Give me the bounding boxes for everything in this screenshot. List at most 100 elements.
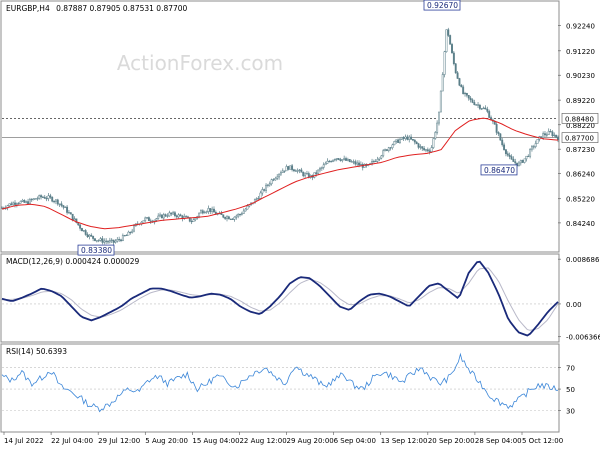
candle-body <box>480 108 483 110</box>
candle-body <box>172 212 175 215</box>
candle-body <box>432 138 435 148</box>
candle-body <box>425 149 427 151</box>
candle-body <box>408 136 411 140</box>
candle-body <box>146 217 148 219</box>
candle-body <box>335 158 338 160</box>
candle-body <box>170 212 173 215</box>
candle-body <box>291 165 294 170</box>
time-tick-label: 29 Jul 12:00 <box>98 437 140 445</box>
candle-body <box>302 172 305 177</box>
candle-body <box>131 230 134 233</box>
candle-body <box>385 149 388 151</box>
price-tick-label: 0.86240 <box>566 171 595 179</box>
candle-body <box>296 170 299 172</box>
candle-body <box>32 198 35 200</box>
candle-body <box>226 216 228 219</box>
candle-body <box>110 239 113 241</box>
candle-body <box>229 218 232 220</box>
candle-body <box>341 159 344 161</box>
candle-body <box>231 218 234 220</box>
macd-main-line <box>1 260 559 337</box>
candle-body <box>456 72 459 79</box>
candle-body <box>410 136 413 140</box>
candle-body <box>268 183 271 186</box>
candle-body <box>324 163 327 166</box>
candle-body <box>164 214 167 217</box>
candle-body <box>88 234 91 237</box>
candle-body <box>192 219 195 222</box>
candle-body <box>75 218 78 223</box>
price-annotations: 0.92670 0.83380 0.86470 <box>77 0 518 256</box>
candle-body <box>503 144 506 150</box>
macd-tick-label: 0.008686 <box>566 256 600 264</box>
candle-body <box>529 148 532 157</box>
candle-body <box>445 29 448 52</box>
candle-body <box>274 178 277 181</box>
extreme-label-box <box>480 164 518 176</box>
candle-body <box>147 217 150 222</box>
time-tick-label: 28 Sep 04:00 <box>475 437 522 445</box>
candle-body <box>534 143 537 147</box>
candle-body <box>544 133 546 136</box>
candle-body <box>343 158 346 160</box>
candle-body <box>514 161 517 164</box>
candle-body <box>73 218 76 221</box>
rsi-line <box>1 352 558 413</box>
candle-body <box>328 160 331 163</box>
candle-body <box>23 199 26 203</box>
candle-body <box>222 214 225 218</box>
candle-body <box>551 131 554 136</box>
rsi-tick-label: 70 <box>566 365 575 373</box>
candle-body <box>359 164 362 166</box>
candle-body <box>155 218 158 221</box>
candle-body <box>292 169 295 171</box>
candle-body <box>157 215 160 219</box>
candle-body <box>175 215 178 218</box>
candle-body <box>270 179 273 185</box>
candle-body <box>237 213 240 217</box>
ma-line <box>1 117 559 230</box>
price-tick-label: 0.84240 <box>566 220 595 228</box>
extreme-label: 0.83380 <box>81 246 112 255</box>
candle-body <box>525 155 528 160</box>
candle-body <box>25 201 28 203</box>
price-tick-label: 0.90230 <box>566 72 595 80</box>
candle-body <box>15 203 18 205</box>
candle-body <box>79 224 82 229</box>
time-tick-label: 20 Sep 20:00 <box>428 437 475 445</box>
candle-body <box>378 157 381 160</box>
candle-body <box>198 212 201 217</box>
candle-body <box>547 130 550 135</box>
candle-body <box>278 173 281 178</box>
candle-body <box>203 212 206 214</box>
symbol-label: EURGBP,H4 0.87887 0.87905 0.87531 0.8770… <box>6 4 188 13</box>
candle-body <box>179 214 182 217</box>
candle-body <box>239 213 241 216</box>
candle-body <box>397 139 400 143</box>
candle-body <box>313 172 316 178</box>
candle-body <box>121 235 124 241</box>
candle-body <box>62 205 65 208</box>
candle-body <box>123 235 126 237</box>
price-tick-label: 0.92240 <box>566 23 595 31</box>
candle-body <box>84 230 87 235</box>
candle-body <box>374 160 377 163</box>
candle-body <box>389 147 392 149</box>
candle-body <box>261 189 264 194</box>
candle-body <box>173 212 176 216</box>
candle-body <box>413 139 416 143</box>
candle-body <box>542 133 545 139</box>
candle-body <box>484 107 487 110</box>
candle-body <box>393 141 396 146</box>
candle-body <box>43 196 46 199</box>
macd-series <box>1 260 559 337</box>
candle-body <box>372 160 375 163</box>
candle-body <box>356 162 359 165</box>
candle-body <box>40 195 43 198</box>
extreme-label: 0.92670 <box>427 1 458 10</box>
candle-body <box>94 238 96 241</box>
candle-body <box>495 124 498 133</box>
candle-body <box>205 211 208 213</box>
candle-body <box>300 169 303 173</box>
